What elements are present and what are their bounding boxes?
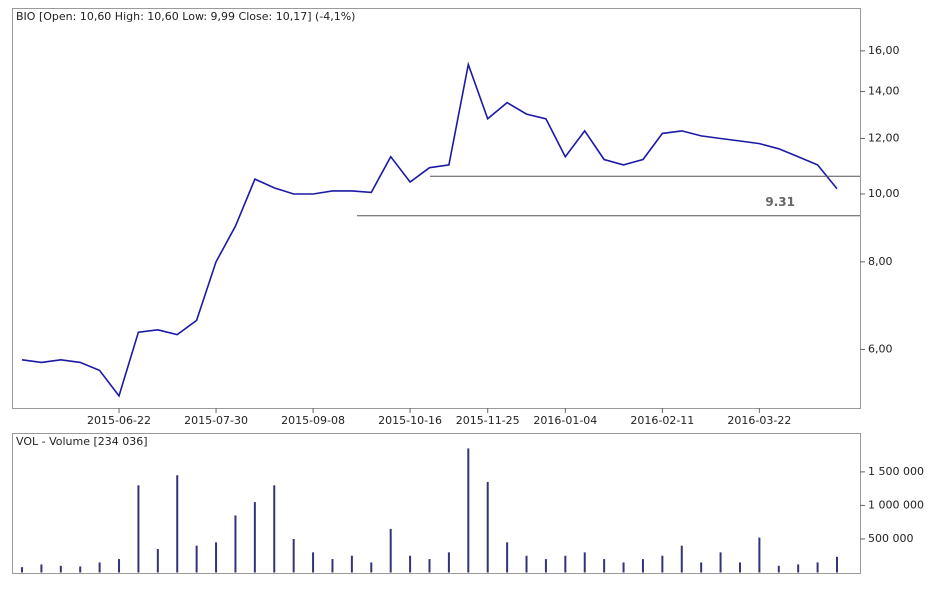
volume-bar [719,552,722,573]
volume-bar [758,537,761,573]
y-tick-label: 1 500 000 [868,465,924,478]
volume-bar [350,555,353,573]
volume-bar [409,555,412,573]
x-tick-label: 2015-09-08 [281,414,345,427]
volume-bar [622,562,625,573]
volume-bar [59,565,62,573]
volume-bar [176,475,179,573]
volume-bar [700,562,703,573]
x-tick-label: 2015-10-16 [378,414,442,427]
volume-bar [118,559,121,573]
y-tick-label: 16,00 [868,44,900,57]
x-tick-label: 2016-02-11 [630,414,694,427]
y-tick-label: 8,00 [868,255,893,268]
volume-bar [389,528,392,573]
volume-bar [816,562,819,573]
y-tick-label: 14,00 [868,85,900,98]
volume-bar [506,542,509,573]
volume-bar [428,559,431,573]
y-tick-label: 10,00 [868,187,900,200]
volume-bar [292,538,295,573]
volume-bar [370,562,373,573]
x-tick-label: 2016-03-22 [727,414,791,427]
volume-bar [777,565,780,573]
y-tick-label: 1 000 000 [868,498,924,511]
price-title: BIO [Open: 10,60 High: 10,60 Low: 9,99 C… [16,10,355,23]
volume-bar [156,549,159,573]
price-panel [12,8,861,409]
volume-bar [137,485,140,573]
volume-bar [21,567,23,573]
x-tick-label: 2015-11-25 [456,414,520,427]
x-tick-label: 2015-06-22 [87,414,151,427]
volume-bar [738,562,741,573]
volume-bar [253,502,256,573]
price-line [21,61,838,398]
volume-bar [544,559,547,573]
volume-panel [12,433,861,574]
reference-label: 9.31 [765,195,795,209]
volume-bar [447,552,450,573]
y-tick-label: 500 000 [868,532,914,545]
volume-bar [641,559,644,573]
volume-bar [486,481,489,573]
y-tick-label: 6,00 [868,342,893,355]
volume-title: VOL - Volume [234 036] [16,435,148,448]
volume-bar [79,566,82,573]
x-tick-label: 2016-01-04 [533,414,597,427]
volume-bar [467,448,470,573]
volume-bar [195,545,198,573]
volume-bar [680,545,683,573]
volume-bar [234,515,237,573]
volume-bar [331,559,334,573]
volume-bar [564,555,567,573]
volume-bar [312,552,315,573]
volume-bar [797,564,800,573]
volume-bar [273,485,276,573]
volume-bar [40,564,43,573]
volume-bar [661,555,664,573]
volume-bar [98,562,101,573]
x-tick-label: 2015-07-30 [184,414,248,427]
volume-bar [583,552,586,573]
volume-bar [525,555,528,573]
volume-bar [603,559,606,573]
volume-bar [215,542,218,573]
y-tick-label: 12,00 [868,131,900,144]
volume-bar [836,556,838,573]
